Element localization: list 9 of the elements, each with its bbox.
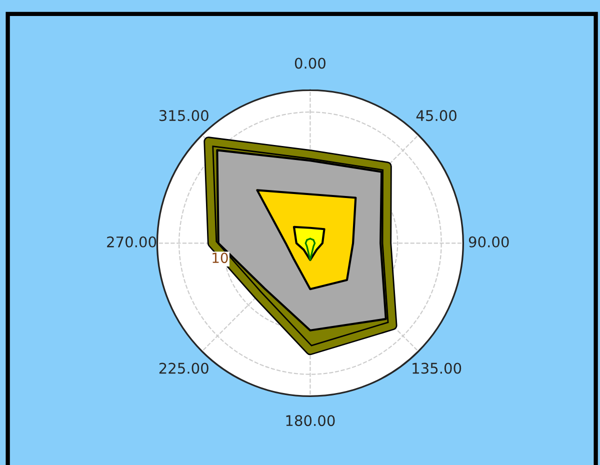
spoke-label: 135.00 — [412, 362, 462, 374]
spoke-label: 180.00 — [286, 415, 335, 426]
spoke-label: 270.00 — [107, 236, 156, 248]
text: 10 — [212, 252, 228, 264]
spoke-label: 0.00 — [294, 58, 326, 69]
spoke-label: 45.00 — [416, 110, 456, 122]
spoke-label: 90.00 — [468, 236, 509, 248]
spoke-label: 315.00 — [159, 110, 208, 122]
spoke-label: 225.00 — [159, 362, 208, 374]
